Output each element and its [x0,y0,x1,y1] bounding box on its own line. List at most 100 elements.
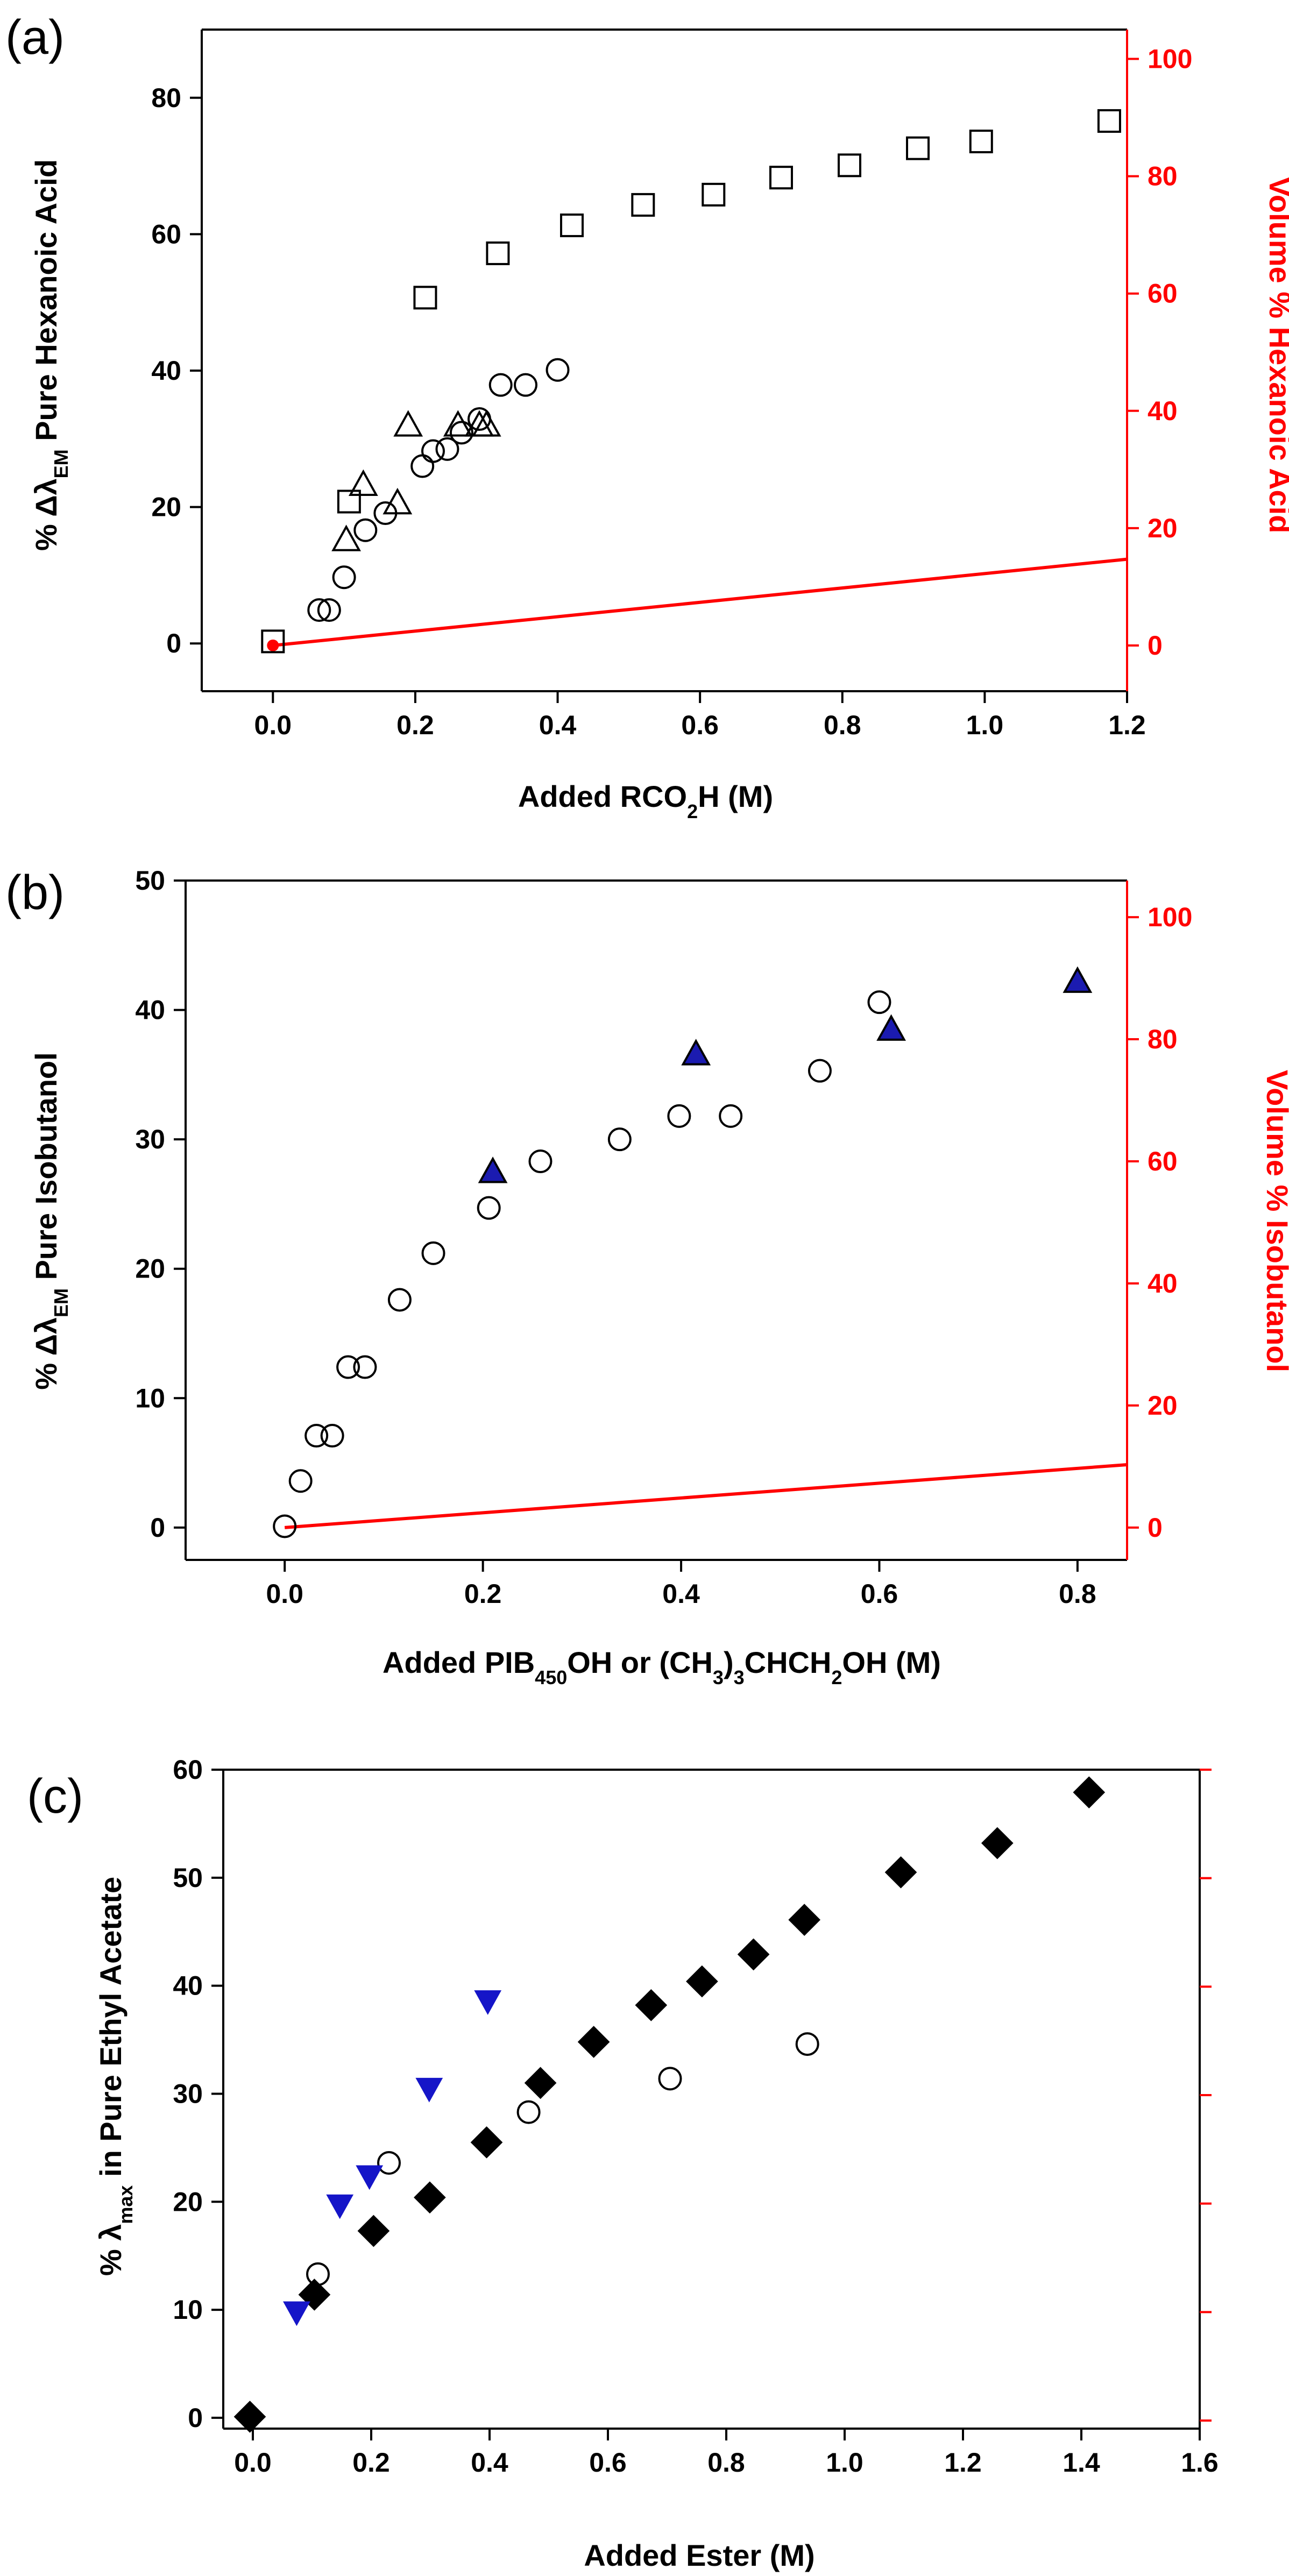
y-axis-label-part: % [29,1356,63,1389]
x-axis-label-part: ) [724,1645,734,1679]
y2-tick-label: 20 [1148,1390,1178,1421]
diamond-point [577,2026,610,2058]
x-tick-label: 1.2 [944,2447,982,2478]
y-tick-label: 20 [151,492,181,522]
circle-point [320,1424,344,1448]
x-tick-label: 0.6 [589,2447,627,2478]
diamond-point [686,1965,718,1998]
triangle-point [331,524,361,551]
y-axis-label-subscript: max [115,2185,137,2224]
diamond-point [737,1938,770,1971]
x-axis-label-subscript: 450 [535,1666,567,1688]
x-axis-label-subscript: 2 [831,1666,842,1688]
y-tick-label: 50 [173,1863,203,1893]
circle-point [387,1288,412,1312]
x-tick-label: 0.6 [681,710,719,740]
y-axis-label: % ΔλEM Pure Isobutanol [29,1052,72,1389]
y-tick-label: 60 [151,219,181,249]
diamond-point [981,1827,1014,1860]
square-point [486,241,510,265]
diamond-point [233,2401,266,2433]
y2-axis-label: Volume % Hexanoic Acid [1263,177,1289,534]
triangle-down-point [474,1990,502,2015]
triangle-point [383,487,413,515]
x-axis-label-part: OH (M) [842,1645,941,1679]
square-point [769,166,793,190]
square-point [337,489,361,514]
x-axis-label-part: Added PIB [383,1645,535,1679]
y-axis-label-part: % [29,517,63,551]
circle-point [317,598,341,622]
x-tick-label: 1.4 [1063,2447,1100,2478]
triangle-point [443,410,473,437]
circle-point [307,598,331,622]
y-tick-label: 80 [151,83,181,113]
volume-point [267,639,279,651]
y-axis-label-part: % [94,2241,128,2276]
x-axis-label: Added Ester (M) [584,2538,815,2572]
diamond-point [635,1989,668,2021]
panel-1: (a) 0.0 0.2 0.4 0.6 0.8 1.0 1.2 0 20 40 60 80 0 20 40 60… [5,11,1289,822]
y-axis-label-subscript: EM [50,1288,72,1317]
y-tick-label: 60 [173,1755,203,1785]
circle-point [449,421,473,445]
x-tick-label: 0.8 [1059,1579,1096,1609]
x-tick-label: 0.0 [266,1579,303,1609]
y2-tick-label: 40 [1148,1268,1178,1298]
y-tick-label: 0 [166,628,181,658]
circle-point [667,1104,691,1128]
circle-point [306,2262,330,2286]
y2-tick-label: 0 [1148,1513,1163,1543]
x-tick-label: 0.2 [396,710,434,740]
circle-point [421,1241,445,1265]
y-axis-label-part: λ [94,2224,128,2241]
x-axis-label-part: CHCH [745,1645,832,1679]
circle-point [273,1514,297,1538]
circle-point [353,1355,377,1379]
triangle-point [478,1156,508,1183]
x-axis-label-part: Added RCO [518,779,687,813]
y-axis-label-part: in Pure Ethyl Acetate [94,1877,128,2185]
y-axis-label-part: Pure Isobutanol [29,1052,63,1288]
triangle-point [1063,966,1093,993]
x-tick-label: 0.4 [471,2447,508,2478]
y-axis-label-part: Δλ [29,478,63,516]
square-point [631,193,655,217]
x-tick-label: 1.0 [826,2447,863,2478]
panel-label: (a) [5,11,65,65]
y2-axis-label: Volume % Isobutanol [1260,1070,1289,1372]
x-tick-label: 0.2 [464,1579,502,1609]
square-point [413,286,437,310]
triangle-down-point [415,2077,443,2103]
triangle-point [681,1039,711,1066]
square-point [1097,109,1121,133]
x-tick-label: 1.0 [966,710,1004,740]
panel-3: (c) 0.0 0.2 0.4 0.6 0.8 1.0 1.2 1.4 1.6 0 10 20 30 40 5… [27,1755,1219,2572]
circle-point [514,373,537,397]
square-point [838,153,861,178]
diamond-point [357,2215,390,2247]
circle-point [607,1127,632,1152]
circle-point [808,1059,832,1083]
circle-point [435,437,459,461]
x-tick-label: 0.0 [254,710,292,740]
panel-2: (b) 0.0 0.2 0.4 0.6 0.8 0 10 20 30 40 50 0 20 40 60 80 10… [5,865,1289,1688]
circle-point [336,1355,360,1379]
triangle-down-point [356,2165,384,2190]
diamond-point [470,2126,503,2159]
square-point [560,213,584,237]
y-tick-label: 40 [173,1971,203,2001]
x-tick-label: 0.6 [861,1579,898,1609]
x-axis-label: Added PIB450OH or (CH3)3CHCH2OH (M) [383,1645,941,1688]
y-axis-label: % λmax in Pure Ethyl Acetate [94,1877,137,2276]
y-axis-label-subscript: EM [50,449,72,478]
x-tick-label: 0.8 [824,710,861,740]
square-point [969,129,993,153]
panel-label: (b) [5,866,65,920]
x-axis-label-subscript: 3 [713,1666,724,1688]
circle-point [421,439,445,463]
diamond-point [884,1856,917,1889]
triangle-down-point [326,2194,354,2219]
x-tick-label: 1.2 [1108,710,1146,740]
